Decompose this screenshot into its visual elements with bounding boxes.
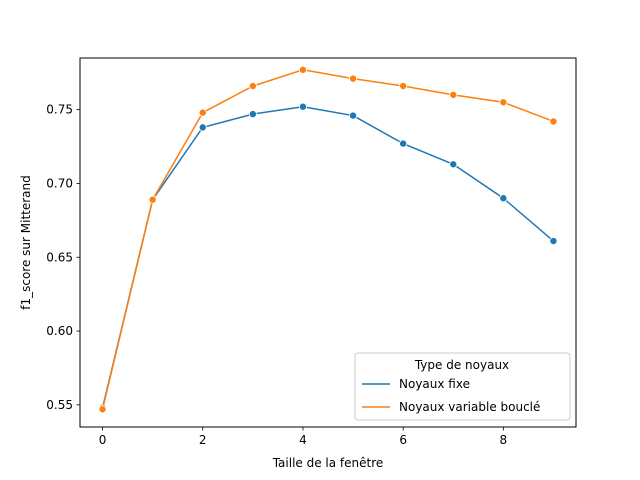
series-layer — [98, 65, 558, 414]
data-point-series-1 — [98, 405, 107, 414]
data-point-series-1 — [349, 74, 358, 83]
y-axis-label: f1_score sur Mitterand — [19, 175, 33, 310]
y-tick-label: 0.70 — [46, 176, 73, 190]
legend: Type de noyaux Noyaux fixe Noyaux variab… — [354, 352, 571, 421]
series-line-0 — [101, 105, 554, 408]
data-point-series-0 — [499, 194, 508, 203]
x-tick-label: 2 — [199, 433, 207, 447]
plot-area-frame — [79, 57, 577, 428]
data-point-series-1 — [198, 108, 207, 117]
axes-layer: 0 2 4 6 8 0.55 0.60 0.65 0.70 0.75 — [46, 103, 507, 447]
data-point-series-1 — [248, 82, 257, 91]
y-tick-label: 0.65 — [46, 250, 73, 264]
data-point-series-1 — [399, 82, 408, 91]
data-point-series-1 — [499, 98, 508, 107]
data-point-series-0 — [349, 111, 358, 120]
y-tick-label: 0.75 — [46, 103, 73, 117]
legend-label-noyaux-variable: Noyaux variable bouclé — [399, 400, 540, 414]
x-tick-label: 0 — [99, 433, 107, 447]
data-point-series-1 — [549, 117, 558, 126]
y-tick-label: 0.60 — [46, 324, 73, 338]
legend-box — [354, 352, 571, 421]
data-point-series-0 — [248, 110, 257, 119]
x-tick-label: 8 — [500, 433, 508, 447]
series-line-1 — [101, 69, 554, 410]
data-point-series-0 — [549, 237, 558, 246]
x-axis-label: Taille de la fenêtre — [272, 456, 384, 470]
data-point-series-1 — [148, 195, 157, 204]
data-point-series-0 — [399, 139, 408, 148]
data-point-series-0 — [298, 102, 307, 111]
data-point-series-1 — [298, 65, 307, 74]
data-point-series-0 — [198, 123, 207, 132]
data-point-series-0 — [449, 160, 458, 169]
data-point-series-1 — [449, 90, 458, 99]
legend-label-noyaux-fixe: Noyaux fixe — [399, 377, 470, 391]
x-tick-label: 6 — [399, 433, 407, 447]
y-tick-label: 0.55 — [46, 398, 73, 412]
x-tick-label: 4 — [299, 433, 307, 447]
legend-title: Type de noyaux — [414, 358, 509, 372]
